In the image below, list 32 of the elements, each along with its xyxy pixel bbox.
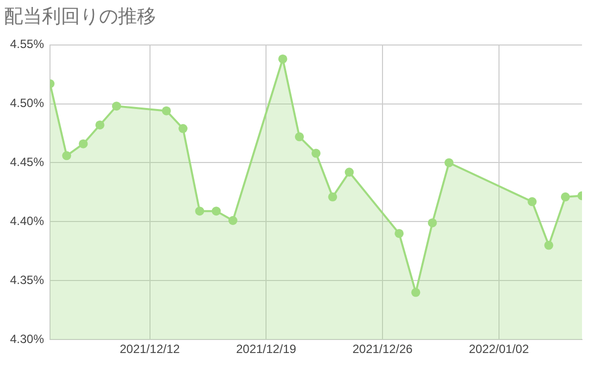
point — [312, 148, 321, 158]
point — [228, 216, 238, 225]
point — [528, 197, 537, 206]
point — [212, 206, 221, 216]
chart-title: 配当利回りの推移 — [4, 5, 156, 28]
point — [162, 106, 171, 116]
point — [178, 124, 188, 134]
point — [278, 54, 288, 64]
point — [95, 120, 104, 130]
point — [411, 288, 420, 297]
point — [544, 240, 554, 250]
y-tick-label: 4.30% — [10, 332, 44, 346]
point — [195, 206, 204, 216]
point — [444, 158, 454, 168]
y-tick-label: 4.35% — [10, 272, 44, 287]
point — [328, 192, 338, 202]
point — [428, 218, 437, 228]
point — [294, 132, 304, 142]
point — [394, 228, 404, 238]
y-tick-label: 4.55% — [10, 37, 44, 52]
y-tick-label: 4.45% — [10, 155, 44, 170]
point — [344, 168, 354, 177]
x-tick-label: 2021/12/12 — [120, 342, 180, 356]
y-tick-label: 4.50% — [10, 96, 44, 110]
y-tick-label: 4.40% — [10, 214, 44, 228]
point — [62, 151, 72, 160]
x-tick-label: 2021/12/19 — [236, 342, 296, 356]
point — [560, 192, 570, 202]
point — [78, 139, 88, 148]
x-tick-label: 2021/12/26 — [352, 342, 413, 356]
point — [112, 102, 122, 111]
x-tick-label: 2022/01/02 — [468, 342, 530, 356]
